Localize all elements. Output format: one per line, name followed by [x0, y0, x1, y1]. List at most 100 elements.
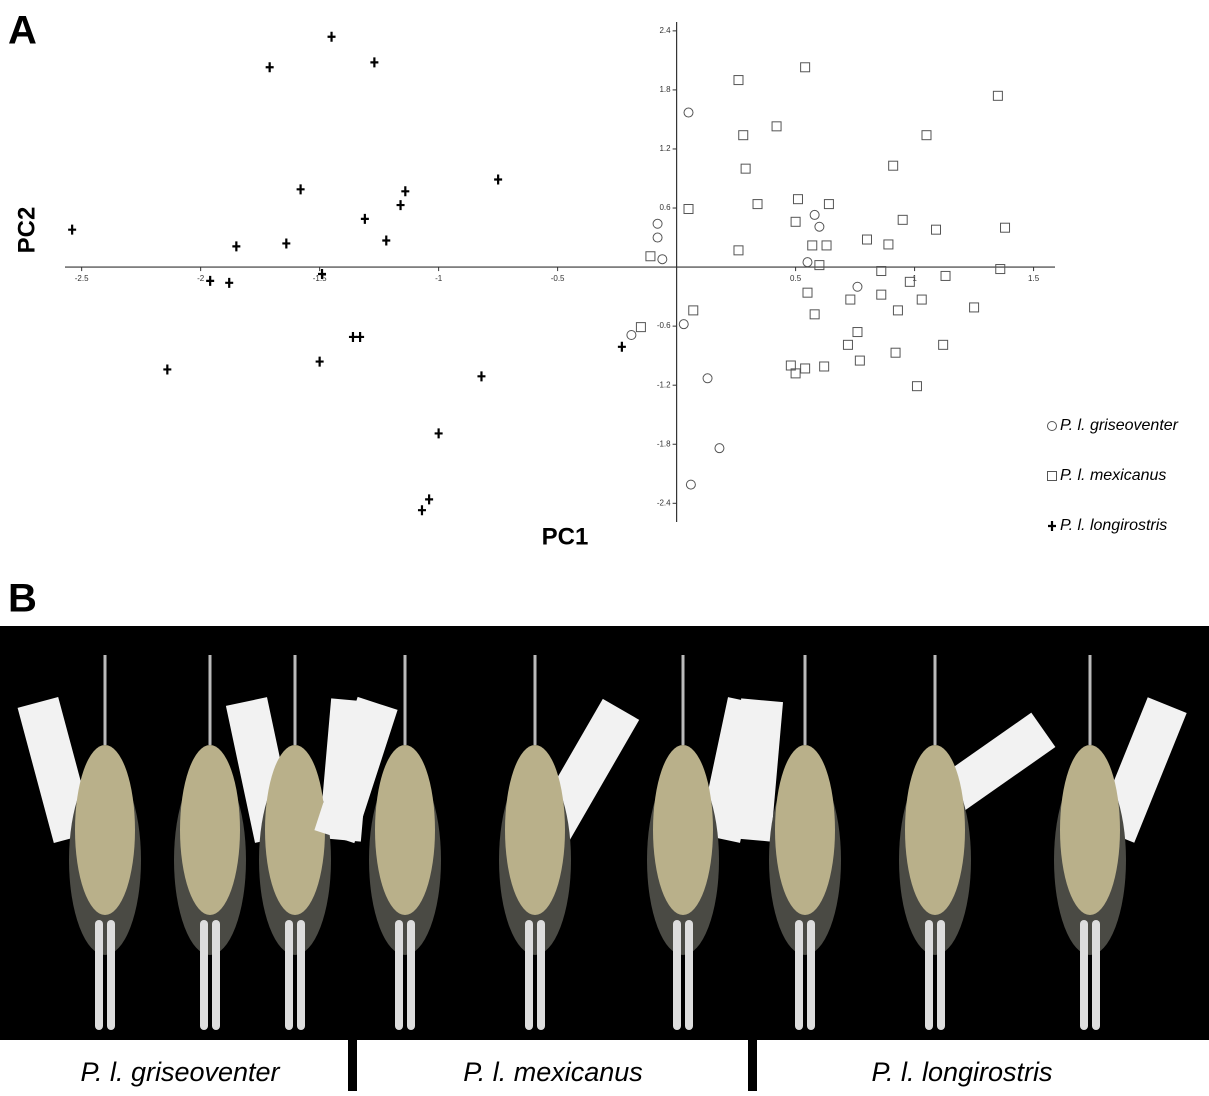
point: [916, 294, 927, 305]
point: [852, 281, 863, 292]
specimen-tag: [314, 696, 398, 844]
point: [809, 209, 820, 220]
point: [733, 75, 744, 86]
specimen-tail: [673, 920, 681, 1030]
x-tick-label: -1.5: [313, 274, 327, 283]
legend-label: P. l. griseoventer: [1060, 417, 1179, 434]
panel-label: B: [8, 577, 37, 621]
point: [809, 309, 820, 320]
point: [852, 327, 863, 338]
point: [635, 322, 646, 333]
point: [645, 251, 656, 262]
point: [802, 257, 813, 268]
point: [327, 31, 336, 42]
point: [370, 57, 379, 68]
y-tick-label: 2.4: [659, 26, 671, 35]
point: [892, 305, 903, 316]
specimen-tail: [925, 920, 933, 1030]
specimen-tag: [17, 696, 95, 844]
point: [360, 213, 369, 224]
specimen-tail: [297, 920, 305, 1030]
point: [819, 361, 830, 372]
legend-label: P. l. mexicanus: [1060, 467, 1166, 484]
caption-divider: [748, 1040, 757, 1091]
point: [807, 240, 818, 251]
point: [771, 121, 782, 132]
point: [876, 266, 887, 277]
legend-marker: [1047, 421, 1057, 431]
y-tick-label: -1.8: [657, 439, 671, 448]
caption: P. l. mexicanus: [463, 1057, 643, 1087]
specimen-tail: [95, 920, 103, 1030]
specimen-body: [505, 745, 565, 915]
specimen-tail: [1092, 920, 1100, 1030]
specimen-tail: [1080, 920, 1088, 1030]
point: [683, 107, 694, 118]
specimen-tail: [212, 920, 220, 1030]
specimen-tail: [795, 920, 803, 1030]
point: [854, 355, 865, 366]
point: [425, 494, 434, 505]
point: [940, 270, 951, 281]
x-tick-label: -1: [435, 274, 443, 283]
point: [814, 260, 825, 271]
point: [232, 241, 241, 252]
point: [678, 319, 689, 330]
point: [821, 240, 832, 251]
specimen-tail: [395, 920, 403, 1030]
specimens: [17, 655, 1187, 1030]
specimen-body: [1060, 745, 1120, 915]
point: [652, 232, 663, 243]
point: [163, 364, 172, 375]
legend-label: P. l. longirostris: [1060, 517, 1167, 534]
point: [733, 245, 744, 256]
point: [883, 239, 894, 250]
point: [752, 199, 763, 210]
point: [842, 339, 853, 350]
point: [1000, 222, 1011, 233]
point: [814, 221, 825, 232]
point: [315, 356, 324, 367]
point: [657, 254, 668, 265]
specimen-tail: [107, 920, 115, 1030]
point: [969, 302, 980, 313]
specimen-body: [265, 745, 325, 915]
specimen-tag: [728, 698, 784, 842]
y-tick-label: -2.4: [657, 498, 671, 507]
point: [626, 329, 637, 340]
point: [494, 174, 503, 185]
x-tick-label: 1: [912, 274, 917, 283]
caption: P. l. longirostris: [871, 1057, 1052, 1087]
point: [688, 305, 699, 316]
specimen-tail: [407, 920, 415, 1030]
point: [800, 62, 811, 73]
point: [617, 341, 626, 352]
point: [738, 130, 749, 141]
point: [876, 289, 887, 300]
caption-divider: [348, 1040, 357, 1091]
specimen-tail: [937, 920, 945, 1030]
specimen-tail: [537, 920, 545, 1030]
point: [382, 235, 391, 246]
specimen-body: [75, 745, 135, 915]
y-tick-label: 0.6: [659, 203, 671, 212]
point: [995, 264, 1006, 275]
specimen-body: [653, 745, 713, 915]
x-axis-label: PC1: [542, 523, 589, 550]
specimen-tail: [285, 920, 293, 1030]
point: [790, 368, 801, 379]
point: [823, 199, 834, 210]
caption: P. l. griseoventer: [80, 1057, 280, 1087]
y-tick-label: 1.2: [659, 144, 671, 153]
point: [911, 381, 922, 392]
point: [890, 347, 901, 358]
point: [225, 277, 234, 288]
point: [396, 200, 405, 211]
point: [992, 90, 1003, 101]
y-tick-label: -1.2: [657, 380, 671, 389]
point: [348, 331, 357, 342]
point: [845, 294, 856, 305]
point: [702, 373, 713, 384]
legend-marker: [1048, 521, 1056, 531]
